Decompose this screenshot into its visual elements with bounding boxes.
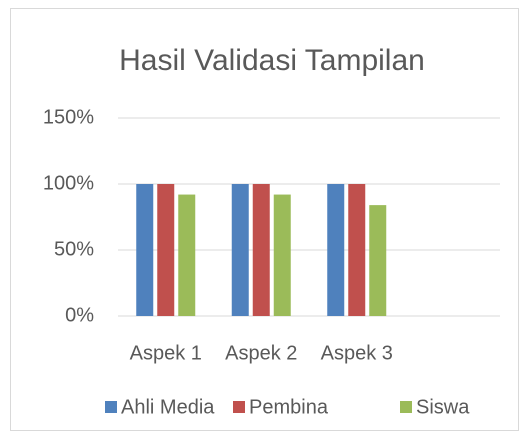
x-tick-label: Aspek 1 [130,342,202,364]
x-tick-label: Aspek 2 [225,342,297,364]
bar [369,205,387,316]
y-tick-label: 100% [43,172,94,194]
bar [157,184,175,316]
y-tick-label: 0% [65,304,94,326]
y-tick-label: 50% [54,238,94,260]
legend-label: Pembina [249,396,329,418]
y-tick-label: 150% [43,106,94,128]
legend-label: Siswa [416,396,470,418]
bar [178,194,196,316]
x-tick-label: Aspek 3 [321,342,393,364]
bar [136,184,154,316]
bar [252,184,270,316]
legend-label: Ahli Media [121,396,215,418]
legend-swatch [400,401,412,413]
chart-title: Hasil Validasi Tampilan [119,44,425,77]
bar [348,184,366,316]
legend-swatch [105,401,117,413]
bar [273,194,291,316]
bar [327,184,345,316]
legend-swatch [233,401,245,413]
bar [231,184,249,316]
